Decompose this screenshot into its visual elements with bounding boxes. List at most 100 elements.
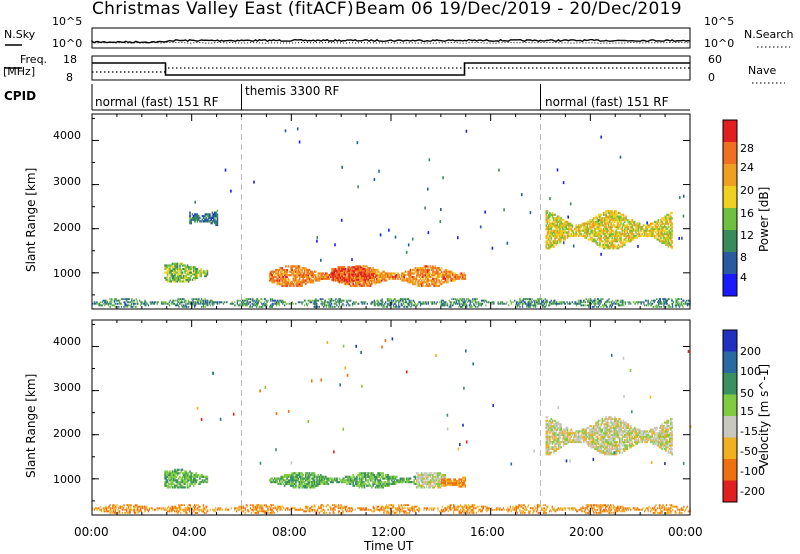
power-cell: [577, 226, 580, 229]
power-cell: [176, 280, 179, 283]
power-cell: [315, 274, 317, 277]
power-cell: [194, 275, 196, 278]
power-cell: [336, 278, 338, 281]
power-cell: [552, 301, 554, 304]
power-cell: [522, 298, 525, 301]
velocity-cell: [291, 479, 293, 482]
power-cell: [561, 227, 564, 230]
power-cell: [293, 275, 296, 279]
velocity-cell: [313, 474, 316, 477]
power-cell: [349, 275, 352, 278]
power-cell: [590, 227, 592, 230]
power-cell: [599, 243, 601, 246]
power-cell: [660, 234, 662, 238]
power-cell: [630, 236, 632, 239]
power-cell: [281, 275, 283, 279]
power-cell: [663, 231, 666, 234]
power-cell: [663, 238, 666, 241]
power-cell: [459, 299, 461, 302]
power-cell: [420, 267, 423, 270]
power-cell: [467, 299, 470, 302]
power-cell: [280, 301, 282, 304]
power-cell: [591, 231, 594, 234]
power-cell: [357, 268, 359, 271]
power-cell: [425, 277, 428, 280]
power-cell: [185, 301, 187, 304]
power-cell: [610, 213, 612, 216]
power-cell: [588, 304, 590, 307]
power-cell: [352, 266, 354, 269]
power-cell: [653, 299, 655, 302]
power-cell: [544, 298, 546, 301]
power-cell: [545, 240, 548, 243]
power-cell: [597, 233, 600, 236]
power-cell: [420, 275, 423, 279]
power-cell: [353, 301, 355, 304]
power-cell: [425, 268, 428, 272]
velocity-cell: [391, 475, 393, 478]
power-cell: [290, 281, 292, 284]
power-cell: [171, 278, 174, 281]
power-cell: [371, 283, 373, 286]
power-cell: [377, 279, 379, 282]
power-cell: [439, 283, 442, 286]
power-cell: [529, 305, 532, 308]
power-cell: [609, 305, 611, 308]
power-scatter-point: [491, 246, 494, 250]
power-cell: [113, 298, 116, 301]
power-cell: [551, 215, 554, 218]
velocity-cell: [318, 475, 321, 478]
power-cell: [165, 301, 167, 304]
power-cell: [203, 302, 205, 305]
power-cell: [440, 299, 443, 302]
power-scatter-point: [562, 181, 565, 185]
power-cell: [551, 234, 554, 238]
power-cell: [617, 238, 620, 241]
power-cell: [320, 298, 322, 301]
power-cell: [617, 211, 620, 215]
power-cell: [550, 243, 553, 246]
velocity-cell: [424, 481, 427, 484]
power-cell: [616, 236, 619, 239]
power-cell: [591, 240, 594, 243]
power-cell: [631, 220, 633, 223]
power-cell: [275, 270, 277, 273]
power-cell: [665, 243, 667, 246]
power-cell: [579, 301, 581, 304]
velocity-cell: [435, 474, 438, 477]
power-cell: [458, 301, 460, 304]
power-cell: [364, 283, 367, 286]
velocity-cell: [444, 474, 447, 477]
power-cell: [434, 270, 437, 273]
power-cell: [631, 227, 633, 230]
power-cell: [569, 227, 571, 230]
power-cell: [165, 276, 168, 279]
velocity-cell: [186, 479, 189, 482]
power-cell: [657, 305, 659, 308]
power-cell: [213, 302, 215, 305]
power-cell: [564, 222, 566, 225]
velocity-cell: [358, 474, 361, 477]
power-cell: [205, 220, 207, 223]
power-cell: [415, 272, 418, 275]
power-cell: [463, 272, 465, 275]
power-cell: [249, 298, 252, 301]
power-cell: [688, 299, 690, 302]
power-cell: [362, 302, 364, 305]
power-cell: [417, 302, 419, 305]
power-cell: [256, 304, 258, 307]
velocity-cell: [352, 479, 354, 482]
power-cell: [187, 268, 190, 271]
velocity-cell: [387, 481, 389, 484]
power-cell: [179, 280, 181, 283]
power-cell: [686, 302, 689, 305]
power-cell: [193, 301, 195, 304]
power-cell: [310, 270, 312, 273]
velocity-cell: [174, 484, 176, 487]
power-cell: [474, 299, 477, 302]
power-cell: [624, 224, 626, 227]
power-cell: [421, 302, 423, 305]
power-cell: [166, 276, 169, 279]
power-cell: [650, 222, 652, 225]
power-cell: [307, 272, 310, 275]
